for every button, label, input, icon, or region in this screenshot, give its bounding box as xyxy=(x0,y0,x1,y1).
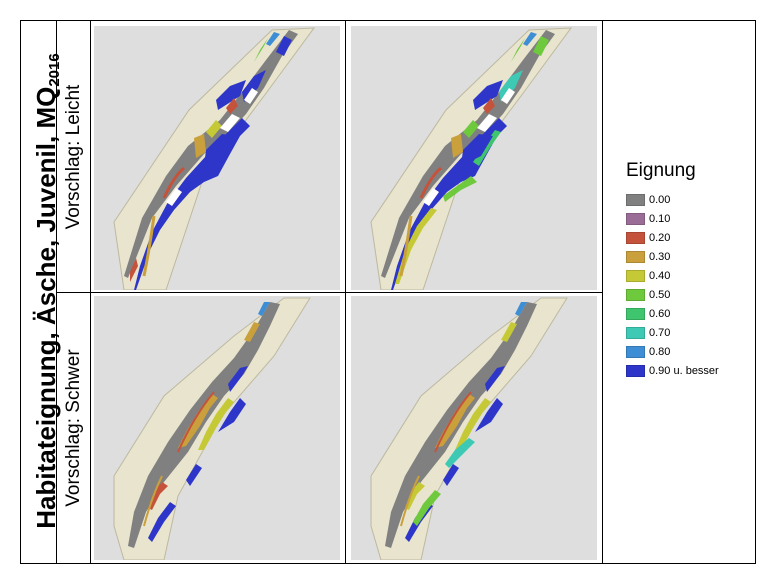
legend-item: 0.20 xyxy=(626,228,719,247)
legend-item: 0.40 xyxy=(626,266,719,285)
legend-label: 0.90 u. besser xyxy=(649,364,719,377)
row-label-schwer: Vorschlag: Schwer xyxy=(63,349,84,507)
row-divider xyxy=(56,292,603,293)
legend-item: 0.80 xyxy=(626,342,719,361)
legend: Eignung 0.00 0.10 0.20 0.30 0.40 0.50 0.60 0.70… xyxy=(626,160,719,380)
legend-items: 0.00 0.10 0.20 0.30 0.40 0.50 0.60 0.70 0.80 0.90… xyxy=(626,190,719,380)
figure-title-text: Habitateignung, Äsche, Juvenil, MQ xyxy=(31,86,61,529)
map-panel-schwer-1 xyxy=(94,296,340,560)
legend-label: 0.50 xyxy=(649,288,671,301)
legend-label: 0.00 xyxy=(649,193,671,206)
legend-label: 0.60 xyxy=(649,307,671,320)
legend-title: Eignung xyxy=(626,160,696,181)
legend-item: 0.50 xyxy=(626,285,719,304)
legend-label: 0.30 xyxy=(649,250,671,263)
map-panel-schwer-2 xyxy=(351,296,597,560)
map-panel-leicht-2 xyxy=(351,26,597,290)
legend-item: 0.70 xyxy=(626,323,719,342)
legend-label: 0.70 xyxy=(649,326,671,339)
legend-swatch xyxy=(626,231,645,244)
legend-swatch xyxy=(626,212,645,225)
legend-swatch xyxy=(626,269,645,282)
legend-label: 0.20 xyxy=(649,231,671,244)
row-label-leicht: Vorschlag: Leicht xyxy=(63,84,84,230)
legend-swatch xyxy=(626,288,645,301)
legend-label: 0.80 xyxy=(649,345,671,358)
figure-frame xyxy=(20,20,756,564)
legend-item: 0.60 xyxy=(626,304,719,323)
legend-swatch xyxy=(626,326,645,339)
legend-swatch xyxy=(626,250,645,263)
legend-item: 0.10 xyxy=(626,209,719,228)
legend-label: 0.10 xyxy=(649,212,671,225)
legend-item: 0.30 xyxy=(626,247,719,266)
legend-item: 0.90 u. besser xyxy=(626,361,719,380)
map-panel-leicht-1 xyxy=(94,26,340,290)
legend-swatch xyxy=(626,364,645,377)
legend-label: 0.40 xyxy=(649,269,671,282)
legend-swatch xyxy=(626,193,645,206)
figure-title: Habitateignung, Äsche, Juvenil, MQ2016 xyxy=(31,11,63,571)
legend-swatch xyxy=(626,345,645,358)
legend-item: 0.00 xyxy=(626,190,719,209)
legend-swatch xyxy=(626,307,645,320)
